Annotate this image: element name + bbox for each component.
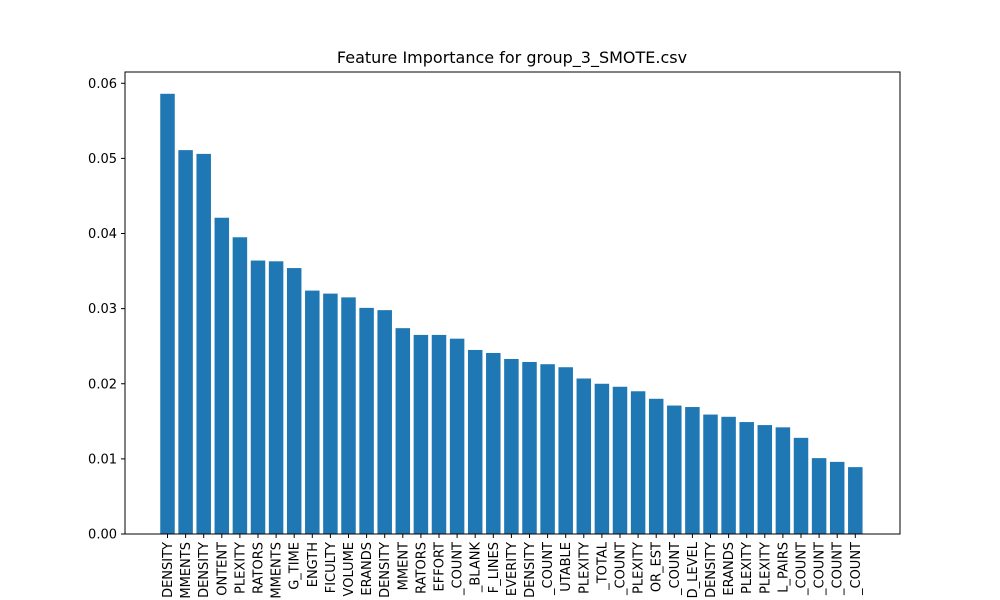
y-tick-label: 0.01 [88,452,117,467]
x-tick-label: MMENTS [179,542,194,599]
bar-26 [612,386,628,534]
bar-5 [232,237,248,534]
bar-19 [486,352,501,534]
bar-8 [286,268,302,534]
x-tick-label: PLEXITY [233,542,248,594]
bar-11 [341,297,356,534]
x-tick-label: F_LINES [487,542,502,593]
bar-20 [504,358,519,534]
x-tick-label: RATORS [414,542,429,594]
x-tick-label: MMENT [396,542,411,590]
y-tick-label: 0.04 [88,227,117,242]
x-tick-label: DENSITY [197,542,212,598]
bar-3 [196,153,211,534]
x-tick-label: EVERITY [505,542,520,596]
x-tick-label: _COUNT [668,542,683,596]
bar-25 [594,383,610,534]
bar-29 [667,405,682,534]
x-tick-label: UTABLE [559,542,574,592]
x-tick-label: _COUNT [451,542,466,596]
bar-4 [214,217,230,535]
x-tick-label: PLEXITY [758,542,773,594]
y-tick-label: 0.05 [88,152,117,167]
x-tick-label: ERANDS [722,542,737,596]
bar-39 [848,467,863,534]
bar-35 [775,427,791,534]
x-tick-label: _COUNT [813,542,828,596]
x-tick-label: L_PAIRS [776,542,791,593]
bar-2 [178,150,193,534]
x-tick-label: OR_EST [650,542,665,592]
x-tick-label: PLEXITY [577,542,592,594]
y-tick-label: 0.02 [88,377,117,392]
bar-14 [395,328,411,534]
x-tick-label: D_LEVEL [686,541,701,598]
x-tick-label: RATORS [252,542,267,594]
chart-title: Feature Importance for group_3_SMOTE.csv [337,48,687,68]
x-tick-label: ENGTH [306,542,321,587]
bar-1 [160,93,175,534]
x-tick-label: ERANDS [360,542,375,596]
plot-frame [124,71,901,535]
x-tick-label: _COUNT [849,542,864,596]
bar-34 [757,425,773,534]
x-tick-label: DENSITY [378,542,393,598]
x-tick-label: _BLANK [469,542,484,594]
bar-37 [811,458,827,534]
bar-7 [268,261,284,534]
bar-33 [739,422,754,534]
bar-23 [558,367,573,534]
bar-32 [721,416,736,534]
x-tick-label: _COUNT [541,542,556,596]
bar-6 [250,260,266,534]
bar-28 [648,398,664,534]
bar-31 [703,414,718,534]
bar-12 [359,307,374,534]
x-tick-label: VOLUME [342,542,357,596]
bar-18 [467,349,483,534]
x-tick-label: G_TIME [288,542,303,590]
bar-27 [630,391,646,534]
x-tick-label: DENSITY [161,542,176,598]
bar-21 [522,361,537,534]
bar-38 [829,461,845,534]
bar-10 [323,293,338,534]
bar-17 [449,338,465,534]
y-tick-label: 0.06 [88,77,117,92]
x-tick-label: MMENTS [270,542,285,599]
bar-9 [305,290,320,534]
bar-22 [540,364,555,534]
x-tick-label: PLEXITY [740,542,755,594]
x-tick-label: _TOTAL [595,541,610,590]
bar-15 [413,334,429,534]
x-tick-label: _COUNT [614,542,629,596]
y-tick-label: 0.03 [88,302,117,317]
bar-13 [377,310,392,534]
x-tick-label: ONTENT [215,542,230,596]
bar-16 [431,334,447,534]
x-tick-label: _COUNT [831,542,846,596]
x-tick-label: EFFORT [433,542,448,591]
x-tick-label: DENSITY [523,542,538,598]
bar-24 [576,378,592,534]
x-tick-label: DENSITY [704,542,719,598]
bar-36 [793,437,809,534]
x-tick-label: FICULTY [324,542,339,593]
x-tick-label: PLEXITY [632,542,647,594]
y-tick-label: 0.00 [88,528,117,543]
bar-30 [685,407,700,534]
x-tick-label: _COUNT [795,542,810,596]
